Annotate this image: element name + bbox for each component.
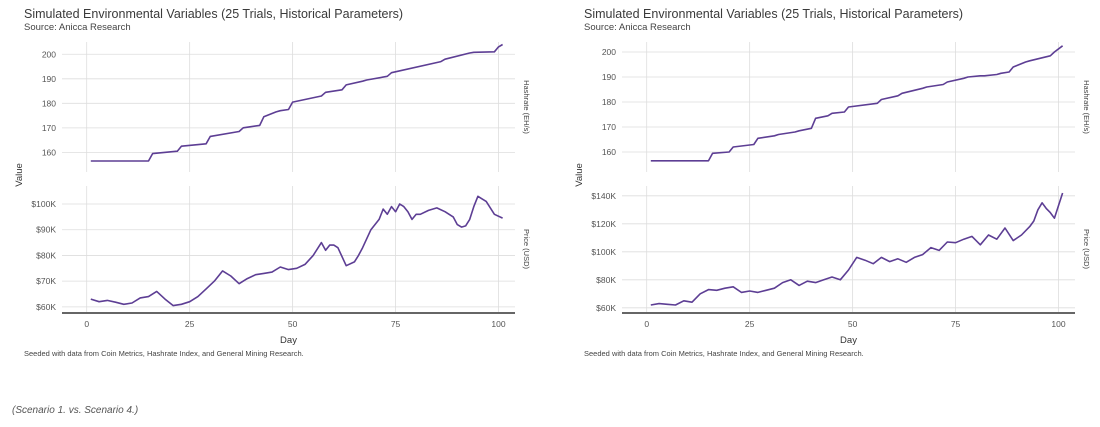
y-tick-label: $60K (36, 302, 56, 312)
x-tick-label: 0 (644, 319, 649, 329)
x-tick-label: 50 (288, 319, 298, 329)
y-tick-label: 190 (602, 72, 616, 82)
x-tick-label: 25 (745, 319, 755, 329)
chart-panel-left: Simulated Environmental Variables (25 Tr… (0, 0, 540, 370)
x-axis-label: Day (840, 335, 857, 346)
chart-title: Simulated Environmental Variables (25 Tr… (584, 7, 964, 21)
y-tick-label: $70K (36, 276, 56, 286)
chart-svg-right: 160 170 180 190 200 Hashrate (EH/s) $60K $80K $1… (574, 42, 1091, 346)
figure-caption: (Scenario 1. vs. Scenario 4.) (12, 405, 139, 416)
facet-label: Price (USD) (522, 229, 531, 270)
y-tick-label: 180 (602, 97, 616, 107)
facet-label: Hashrate (EH/s) (1082, 80, 1091, 134)
price-series-line (650, 192, 1064, 306)
chart-footnote: Seeded with data from Coin Metrics, Hash… (24, 349, 304, 358)
y-tick-label: 190 (42, 74, 56, 84)
x-tick-label: 50 (848, 319, 858, 329)
facet-label: Hashrate (EH/s) (522, 80, 531, 134)
x-tick-label: 25 (185, 319, 195, 329)
y-tick-label: $80K (596, 275, 616, 285)
chart-subtitle: Source: Anicca Research (584, 22, 691, 33)
price-series-line (90, 195, 503, 307)
hashrate-series-line (90, 43, 504, 162)
y-tick-label: 170 (602, 122, 616, 132)
x-tick-label: 75 (951, 319, 961, 329)
chart-svg-left: 160 170 180 190 200 Hashrate (EH/s) $60K $70K $8… (14, 42, 531, 346)
x-tick-label: 75 (391, 319, 401, 329)
hashrate-series-line (650, 45, 1064, 162)
y-tick-label: 160 (602, 147, 616, 157)
y-tick-label: 180 (42, 98, 56, 108)
y-tick-label: 170 (42, 123, 56, 133)
x-tick-label: 0 (84, 319, 89, 329)
x-tick-label: 100 (491, 319, 505, 329)
x-tick-label: 100 (1051, 319, 1065, 329)
y-tick-label: 160 (42, 147, 56, 157)
y-tick-label: 200 (602, 47, 616, 57)
y-tick-label: $80K (36, 250, 56, 260)
chart-footnote: Seeded with data from Coin Metrics, Hash… (584, 349, 864, 358)
y-tick-label: $100K (31, 199, 56, 209)
y-axis-label: Value (574, 163, 585, 187)
y-axis-label: Value (14, 163, 25, 187)
y-tick-label: $100K (591, 247, 616, 257)
y-tick-label: $60K (596, 303, 616, 313)
y-tick-label: $140K (591, 191, 616, 201)
facet-label: Price (USD) (1082, 229, 1091, 270)
x-axis-label: Day (280, 335, 297, 346)
y-tick-label: $120K (591, 219, 616, 229)
chart-panel-right: Simulated Environmental Variables (25 Tr… (560, 0, 1100, 370)
y-tick-label: 200 (42, 49, 56, 59)
chart-subtitle: Source: Anicca Research (24, 22, 131, 33)
chart-title: Simulated Environmental Variables (25 Tr… (24, 7, 404, 21)
y-tick-label: $90K (36, 225, 56, 235)
